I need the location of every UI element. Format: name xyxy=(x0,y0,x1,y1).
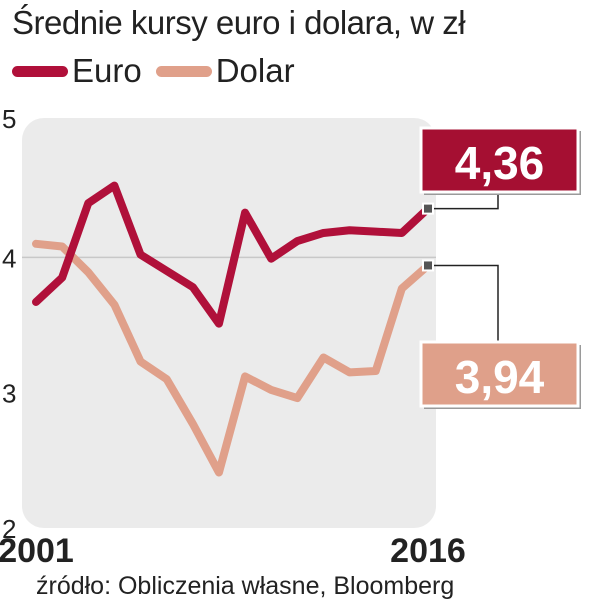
legend-label-euro: Euro xyxy=(72,52,142,89)
legend-swatch-dolar xyxy=(155,65,212,77)
chart-title: Średnie kursy euro i dolara, w zł xyxy=(12,4,466,41)
plot-background xyxy=(22,118,436,528)
y-tick-label: 5 xyxy=(2,104,16,134)
callout-value-euro: 4,36 xyxy=(455,137,545,189)
x-tick-label: 2001 xyxy=(0,532,74,570)
legend-swatch-euro xyxy=(12,65,68,77)
series-line-euro xyxy=(32,181,432,328)
end-marker-euro xyxy=(422,202,434,215)
legend: Euro Dolar xyxy=(12,52,309,90)
source-note: źródło: Obliczenia własne, Bloomberg xyxy=(36,572,455,600)
series-line-dolar xyxy=(32,239,432,477)
callout-connector-euro xyxy=(433,192,499,210)
callout-value-dolar: 3,94 xyxy=(455,351,545,403)
callout-box-dolar xyxy=(419,340,580,408)
y-tick-label: 3 xyxy=(2,379,16,409)
end-marker-dolar xyxy=(422,259,434,272)
callout-connector-dolar xyxy=(433,264,499,342)
y-tick-label: 2 xyxy=(2,514,16,544)
callout-box-euro xyxy=(419,126,580,194)
legend-item-euro: Euro xyxy=(12,52,142,90)
x-tick-label: 2016 xyxy=(390,532,466,570)
y-tick-label: 4 xyxy=(2,243,16,273)
legend-item-dolar: Dolar xyxy=(155,52,295,90)
legend-label-dolar: Dolar xyxy=(215,52,295,89)
